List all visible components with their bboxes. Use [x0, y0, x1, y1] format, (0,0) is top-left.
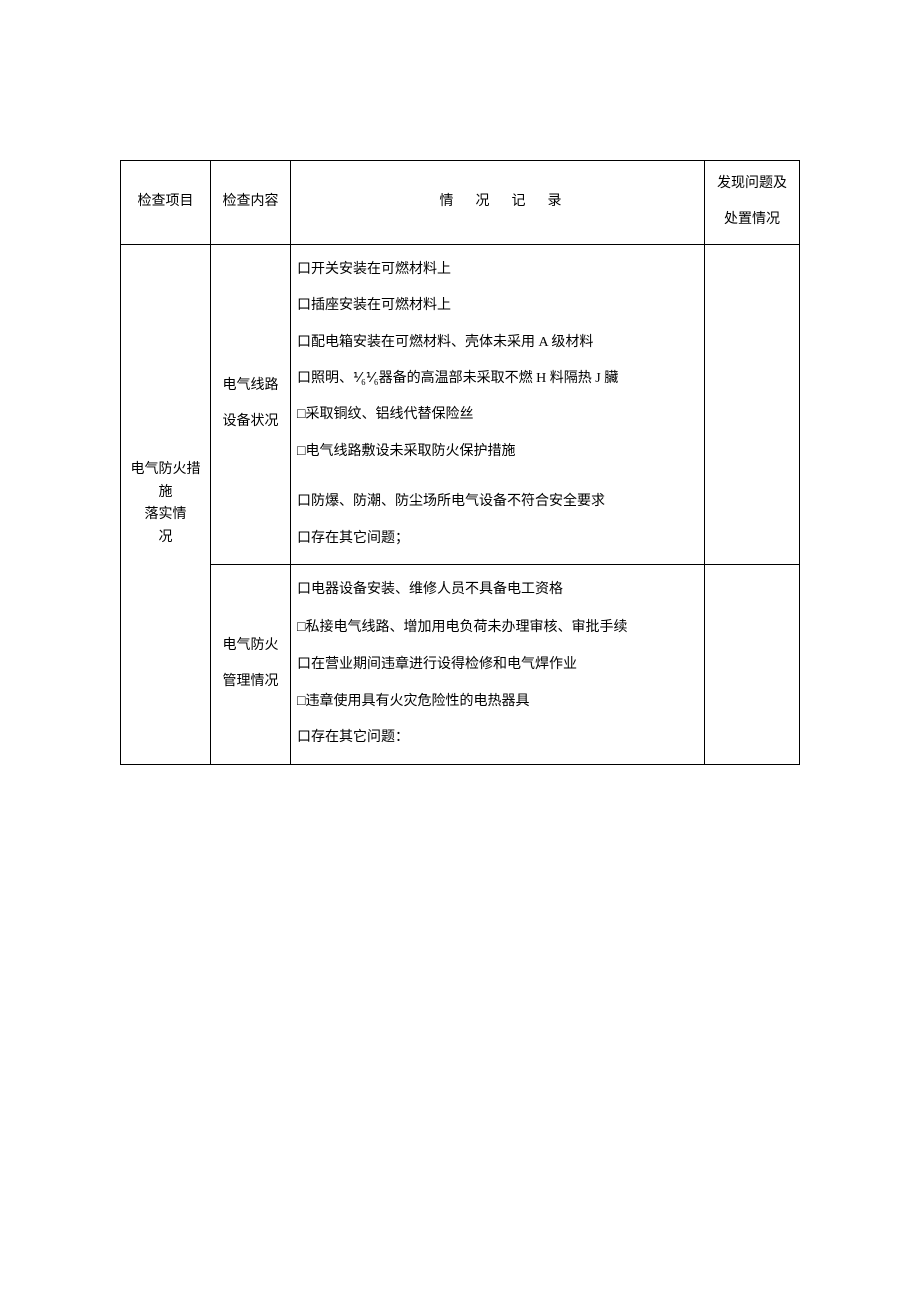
- header-col3-text: 情况记录: [297, 191, 698, 213]
- category-line4: 况: [127, 527, 204, 549]
- header-col4-line1: 发现问题及: [711, 173, 793, 195]
- inspection-table: 检查项目 检查内容 情况记录 发现问题及 处置情况 电气防火措 施 落实情 况 …: [120, 160, 800, 765]
- section1-item-3: 口照明、⅟₆⅟₆器备的高温部未采取不燃 H 料隔热 J 臟: [297, 368, 698, 390]
- section2-findings-cell: [705, 564, 800, 764]
- section2-title-cell: 电气防火 管理情况: [211, 564, 291, 764]
- header-col3: 情况记录: [291, 161, 705, 245]
- section1-item-7: 口存在其它间题；: [297, 528, 698, 550]
- section1-row: 电气防火措 施 落实情 况 电气线路 设备状况 口开关安装在可燃材料上 口插座安…: [121, 244, 800, 564]
- section2-items-cell: 口电器设备安装、维修人员不具备电工资格 □私接电气线路、增加用电负荷未办理审核、…: [291, 564, 705, 764]
- section2-item-3: □违章使用具有火灾危险性的电热器具: [297, 691, 698, 713]
- section2-title-line2: 管理情况: [217, 671, 284, 693]
- category-line2: 施: [127, 482, 204, 504]
- category-cell: 电气防火措 施 落实情 况: [121, 244, 211, 764]
- section2-item-1: □私接电气线路、增加用电负荷未办理审核、审批手续: [297, 615, 698, 640]
- category-line1: 电气防火措: [127, 459, 204, 481]
- section1-findings-cell: [705, 244, 800, 564]
- section1-item-6: 口防爆、防潮、防尘场所电气设备不符合安全要求: [297, 491, 698, 513]
- table-header-row: 检查项目 检查内容 情况记录 发现问题及 处置情况: [121, 161, 800, 245]
- section1-item-4: □采取铜纹、铝线代替保险丝: [297, 404, 698, 426]
- header-col2: 检查内容: [211, 161, 291, 245]
- section1-item-5: □电气线路敷设未采取防火保护措施: [297, 441, 698, 463]
- header-col4-line2: 处置情况: [711, 209, 793, 231]
- section1-title-line2: 设备状况: [217, 411, 284, 433]
- section1-item-0: 口开关安装在可燃材料上: [297, 259, 698, 281]
- section1-title-cell: 电气线路 设备状况: [211, 244, 291, 564]
- section2-item-0: 口电器设备安装、维修人员不具备电工资格: [297, 579, 698, 601]
- section1-item-2: 口配电箱安装在可燃材料、壳体未采用 A 级材料: [297, 332, 698, 354]
- section2-item-4: 口存在其它问题：: [297, 727, 698, 749]
- category-line3: 落实情: [127, 504, 204, 526]
- section2-title-line1: 电气防火: [217, 635, 284, 657]
- header-col1-text: 检查项目: [138, 194, 194, 209]
- section1-item-1: 口插座安装在可燃材料上: [297, 295, 698, 317]
- header-col1: 检查项目: [121, 161, 211, 245]
- section1-title-line1: 电气线路: [217, 375, 284, 397]
- section2-item-2: 口在营业期间违章进行设得检修和电气焊作业: [297, 654, 698, 676]
- header-col2-text: 检查内容: [223, 194, 279, 209]
- header-col4: 发现问题及 处置情况: [705, 161, 800, 245]
- section2-row: 电气防火 管理情况 口电器设备安装、维修人员不具备电工资格 □私接电气线路、增加…: [121, 564, 800, 764]
- section1-items-cell: 口开关安装在可燃材料上 口插座安装在可燃材料上 口配电箱安装在可燃材料、壳体未采…: [291, 244, 705, 564]
